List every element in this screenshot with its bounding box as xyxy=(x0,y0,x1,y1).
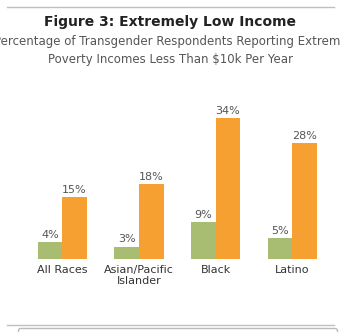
Legend: Overall, Transgender & Gender Non-Conforming: Overall, Transgender & Gender Non-Confor… xyxy=(18,328,337,332)
Bar xyxy=(191,222,216,259)
Bar xyxy=(216,118,240,259)
Text: 4%: 4% xyxy=(41,230,59,240)
Bar xyxy=(38,242,62,259)
Text: 3%: 3% xyxy=(118,234,135,244)
Text: 5%: 5% xyxy=(271,226,289,236)
Text: Figure 3: Extremely Low Income: Figure 3: Extremely Low Income xyxy=(44,15,297,29)
Bar xyxy=(115,246,139,259)
Text: 9%: 9% xyxy=(194,209,212,219)
Text: 34%: 34% xyxy=(216,106,240,116)
Text: 28%: 28% xyxy=(292,131,317,141)
Text: Percentage of Transgender Respondents Reporting Extreme
Poverty Incomes Less Tha: Percentage of Transgender Respondents Re… xyxy=(0,35,341,66)
Bar xyxy=(292,143,317,259)
Bar xyxy=(268,238,292,259)
Text: 18%: 18% xyxy=(139,172,164,182)
Text: 15%: 15% xyxy=(62,185,87,195)
Bar xyxy=(139,184,164,259)
Bar xyxy=(62,197,87,259)
